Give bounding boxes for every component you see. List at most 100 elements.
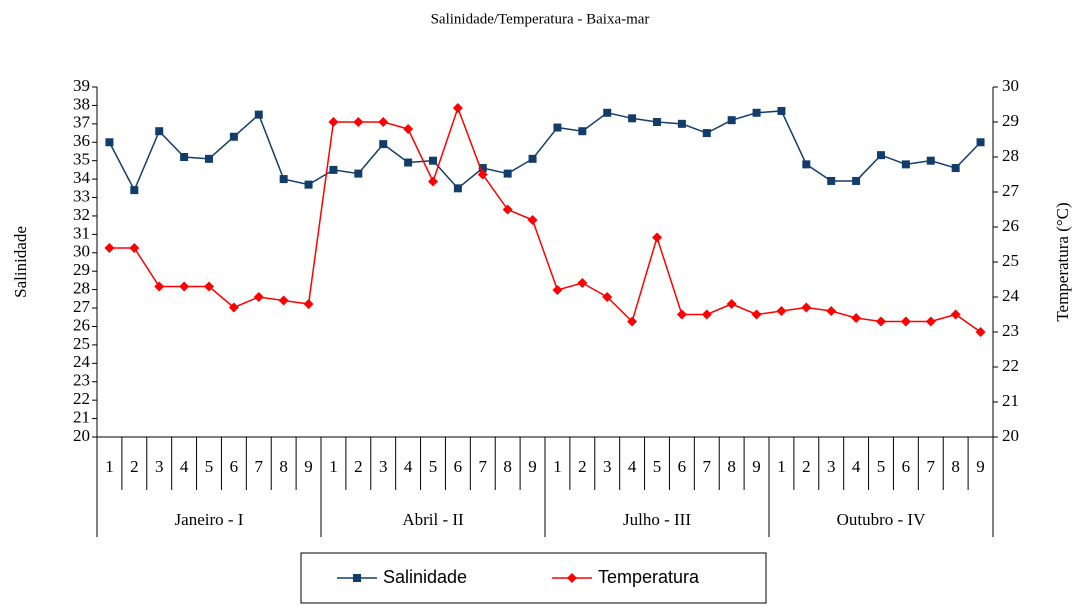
marker xyxy=(677,119,686,128)
marker xyxy=(900,316,911,327)
marker xyxy=(653,118,661,126)
series-line xyxy=(109,105,981,333)
marker xyxy=(727,116,736,125)
group-label: Outubro - IV xyxy=(837,510,926,529)
y-tick-label: 31 xyxy=(73,223,90,242)
marker xyxy=(726,299,737,309)
x-tick-label: 2 xyxy=(354,457,363,476)
marker xyxy=(777,106,786,115)
y2-tick-label: 30 xyxy=(1002,76,1019,95)
x-tick-label: 7 xyxy=(703,457,712,476)
y2-tick-label: 20 xyxy=(1002,426,1019,445)
x-tick-label: 7 xyxy=(479,457,488,476)
y-tick-label: 22 xyxy=(73,389,90,408)
marker xyxy=(652,232,662,243)
x-tick-label: 4 xyxy=(180,457,189,476)
marker xyxy=(403,124,414,134)
marker xyxy=(976,138,985,147)
legend-box xyxy=(300,552,767,604)
marker xyxy=(452,103,463,113)
x-tick-label: 6 xyxy=(902,457,911,476)
marker xyxy=(776,306,787,316)
marker xyxy=(975,327,986,337)
marker xyxy=(105,138,114,147)
marker xyxy=(901,160,910,169)
y2-tick-label: 22 xyxy=(1002,356,1019,375)
marker xyxy=(404,158,413,167)
marker xyxy=(478,164,487,173)
y-tick-label: 30 xyxy=(73,242,90,261)
x-tick-label: 6 xyxy=(678,457,687,476)
y-tick-label: 26 xyxy=(73,315,90,334)
y2-tick-label: 29 xyxy=(1002,111,1019,130)
x-tick-label: 1 xyxy=(777,457,786,476)
x-tick-label: 1 xyxy=(105,457,114,476)
marker xyxy=(851,313,862,323)
marker xyxy=(702,129,711,138)
y2-tick-label: 23 xyxy=(1002,321,1019,340)
x-tick-label: 6 xyxy=(230,457,239,476)
marker xyxy=(328,117,339,127)
y-tick-label: 34 xyxy=(73,168,91,187)
x-tick-label: 9 xyxy=(976,457,985,476)
y-tick-label: 29 xyxy=(73,260,90,279)
marker xyxy=(254,110,263,119)
marker xyxy=(752,108,761,117)
x-tick-label: 3 xyxy=(379,457,388,476)
marker xyxy=(577,278,588,288)
y2-tick-label: 25 xyxy=(1002,251,1019,270)
y-tick-label: 24 xyxy=(73,352,91,371)
x-tick-label: 3 xyxy=(603,457,612,476)
x-tick-label: 3 xyxy=(155,457,164,476)
marker xyxy=(180,153,189,161)
series-line xyxy=(108,110,982,192)
y-tick-label: 27 xyxy=(73,297,91,316)
marker xyxy=(926,156,935,165)
marker xyxy=(278,295,289,306)
x-tick-label: 8 xyxy=(727,457,736,476)
x-tick-label: 4 xyxy=(404,457,413,476)
marker xyxy=(229,132,238,141)
marker xyxy=(502,204,513,215)
marker xyxy=(205,154,213,163)
group-label: Janeiro - I xyxy=(175,510,244,529)
marker xyxy=(602,292,613,302)
marker xyxy=(353,574,361,582)
y-tick-label: 28 xyxy=(73,279,90,298)
x-tick-label: 2 xyxy=(802,457,811,476)
y-tick-label: 23 xyxy=(73,371,90,390)
marker xyxy=(279,175,288,184)
marker xyxy=(527,215,538,225)
y-tick-label: 36 xyxy=(73,131,90,150)
x-tick-label: 8 xyxy=(503,457,512,476)
marker xyxy=(567,573,577,583)
marker xyxy=(827,176,836,185)
marker xyxy=(627,316,638,327)
marker xyxy=(826,306,837,316)
marker xyxy=(129,243,140,253)
marker xyxy=(154,281,165,292)
marker xyxy=(925,316,936,327)
marker xyxy=(578,127,587,136)
y-tick-label: 38 xyxy=(73,94,90,113)
marker xyxy=(453,184,462,193)
x-tick-label: 5 xyxy=(653,457,662,476)
marker xyxy=(353,117,364,127)
marker xyxy=(701,309,712,320)
x-tick-label: 5 xyxy=(205,457,214,476)
x-tick-label: 4 xyxy=(852,457,861,476)
marker xyxy=(876,316,886,327)
y-tick-label: 25 xyxy=(73,334,90,353)
marker xyxy=(477,169,488,180)
marker xyxy=(553,123,562,132)
marker xyxy=(528,154,537,163)
group-label: Julho - III xyxy=(623,510,691,529)
x-tick-label: 3 xyxy=(827,457,836,476)
marker xyxy=(802,160,811,169)
y2-tick-label: 24 xyxy=(1002,286,1020,305)
y-tick-label: 32 xyxy=(73,205,90,224)
group-label: Abril - II xyxy=(402,510,464,529)
marker xyxy=(304,180,313,189)
marker xyxy=(379,140,388,149)
